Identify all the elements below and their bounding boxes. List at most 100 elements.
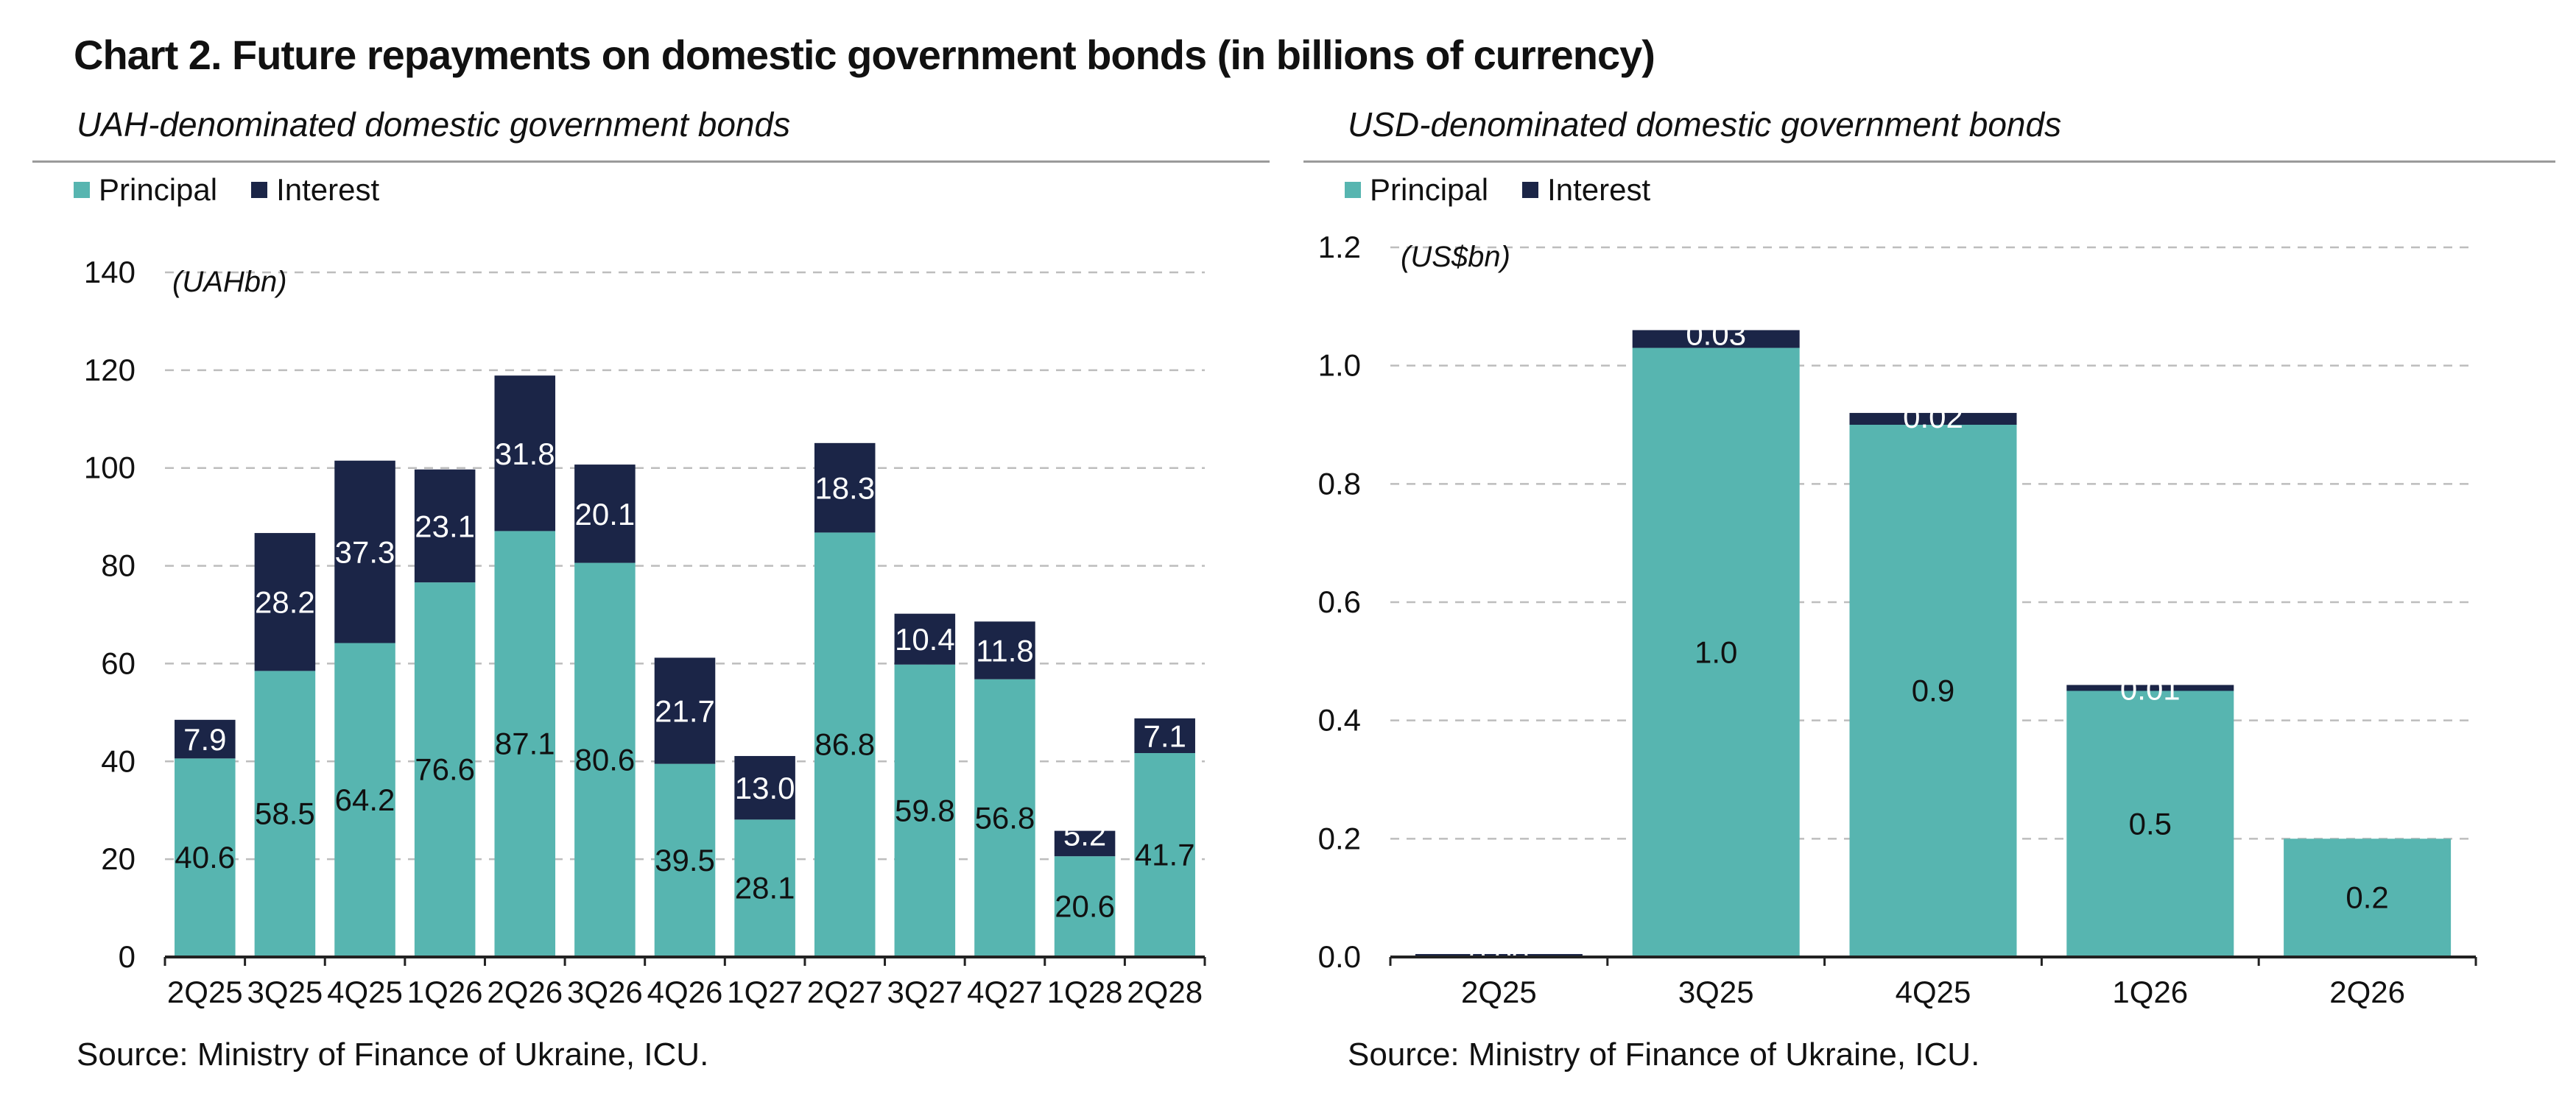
unit-label: (UAHbn) (172, 266, 287, 298)
usd-legend: Principal Interest (1345, 172, 1650, 208)
bar-principal (414, 582, 476, 957)
y-tick-label: 20 (101, 841, 136, 876)
data-label-interest: 11.8 (976, 633, 1034, 668)
data-label-interest: 20.1 (575, 497, 636, 531)
data-label-principal: 76.6 (415, 752, 475, 787)
bar-principal (1632, 347, 1800, 958)
legend-label-interest: Interest (276, 172, 380, 207)
bar-interest (574, 465, 636, 563)
y-tick-label: 0.0 (1318, 939, 1361, 974)
bar-interest (1632, 330, 1800, 348)
y-tick-label: 140 (84, 255, 136, 289)
bar-principal (814, 532, 876, 957)
bar-interest (254, 533, 316, 671)
x-tick-label: 3Q25 (247, 975, 323, 1009)
data-label-interest: 21.7 (655, 694, 715, 729)
y-tick-label: 60 (101, 646, 136, 680)
data-label-interest: 37.3 (335, 535, 395, 570)
bar-principal (2284, 838, 2452, 957)
bar-principal (494, 531, 556, 957)
uah-divider (32, 160, 1270, 163)
data-label-principal: 0.2 (2346, 880, 2388, 915)
y-tick-label: 0.8 (1318, 466, 1361, 501)
bar-principal (1054, 856, 1116, 957)
bar-interest (1134, 718, 1195, 753)
uah-chart-svg: 0 20 40 60 80 100 120 140 (UAHbn) 40.6 7.9 2Q25 58.5… (84, 255, 1206, 1009)
bar-interest (1415, 953, 1583, 957)
bar-principal (1134, 752, 1195, 957)
bar-principal (734, 819, 795, 957)
x-tick-label: 2Q26 (2329, 975, 2405, 1009)
y-tick-label: 0.6 (1318, 585, 1361, 619)
usd-chart-svg: 0.00.20.40.60.81.01.2 (US$bn)0.002Q251.00… (1318, 230, 2477, 1009)
legend-label-principal: Principal (99, 172, 218, 207)
bar-interest (414, 469, 476, 583)
bar-principal (2066, 691, 2234, 957)
data-label-principal: 0.5 (2129, 806, 2172, 841)
data-label-interest: 0.02 (1903, 400, 1963, 434)
x-tick-label: 2Q27 (807, 975, 883, 1009)
x-tick-label: 3Q26 (567, 975, 643, 1009)
y-tick-label: 120 (84, 353, 136, 387)
data-label-principal: 80.6 (575, 742, 636, 777)
x-tick-label: 4Q25 (1896, 975, 1971, 1009)
bar-interest (654, 657, 716, 764)
x-tick-label: 2Q26 (487, 975, 563, 1009)
data-label-interest: 13.0 (735, 771, 795, 805)
x-tick-label: 3Q25 (1678, 975, 1754, 1009)
y-tick-label: 1.0 (1318, 348, 1361, 383)
data-label-principal: 28.1 (735, 871, 795, 905)
uah-legend: Principal Interest (74, 172, 379, 208)
data-label-principal: 1.0 (1695, 635, 1737, 669)
data-label-interest: 0.03 (1686, 317, 1746, 351)
legend-interest: Interest (251, 172, 379, 208)
bar-interest (494, 375, 556, 531)
bar-interest (1849, 412, 2017, 425)
data-label-principal: 58.5 (255, 797, 315, 831)
data-label-principal: 39.5 (655, 843, 715, 877)
x-tick-label: 2Q25 (167, 975, 243, 1009)
x-tick-label: 1Q26 (407, 975, 483, 1009)
bar-interest (175, 719, 236, 759)
y-tick-label: 100 (84, 451, 136, 485)
legend-swatch-principal (1345, 182, 1361, 198)
uah-source: Source: Ministry of Finance of Ukraine, … (77, 1036, 709, 1073)
data-label-principal: 59.8 (895, 793, 955, 827)
x-tick-label: 3Q27 (887, 975, 963, 1009)
data-label-interest: 31.8 (495, 437, 555, 471)
bar-interest (2066, 685, 2234, 691)
y-tick-label: 0.4 (1318, 703, 1361, 738)
bar-principal (1849, 425, 2017, 957)
data-label-principal: 56.8 (975, 800, 1035, 835)
legend-label-principal: Principal (1370, 172, 1489, 207)
data-label-principal: 64.2 (335, 783, 395, 817)
data-label-interest: 28.2 (255, 585, 315, 620)
data-label-principal: 40.6 (175, 840, 235, 875)
x-tick-label: 2Q25 (1461, 975, 1537, 1009)
data-label-interest: 18.3 (814, 471, 875, 506)
usd-source: Source: Ministry of Finance of Ukraine, … (1348, 1036, 1980, 1073)
legend-principal: Principal (1345, 172, 1488, 208)
data-label-principal: 20.6 (1055, 889, 1115, 924)
legend-principal: Principal (74, 172, 217, 208)
data-label-interest: 7.1 (1143, 718, 1186, 753)
unit-label: (US$bn) (1401, 241, 1510, 273)
y-tick-label: 1.2 (1318, 230, 1361, 264)
y-tick-label: 80 (101, 548, 136, 583)
x-tick-label: 4Q27 (967, 975, 1043, 1009)
bar-interest (1054, 830, 1116, 857)
data-label-principal: 87.1 (495, 727, 555, 761)
x-tick-label: 1Q27 (727, 975, 803, 1009)
x-tick-label: 1Q28 (1047, 975, 1123, 1009)
data-label-interest: 7.9 (183, 722, 226, 757)
x-tick-label: 2Q28 (1127, 975, 1203, 1009)
usd-panel: USD-denominated domestic government bond… (1303, 96, 2555, 1104)
bar-principal (654, 763, 716, 957)
y-tick-label: 40 (101, 744, 136, 778)
bar-principal (175, 758, 236, 957)
data-label-principal: 0.9 (1912, 674, 1954, 708)
bar-principal (334, 643, 395, 957)
legend-swatch-interest (251, 182, 268, 198)
bar-interest (814, 442, 876, 533)
data-label-interest: 23.1 (415, 509, 475, 543)
